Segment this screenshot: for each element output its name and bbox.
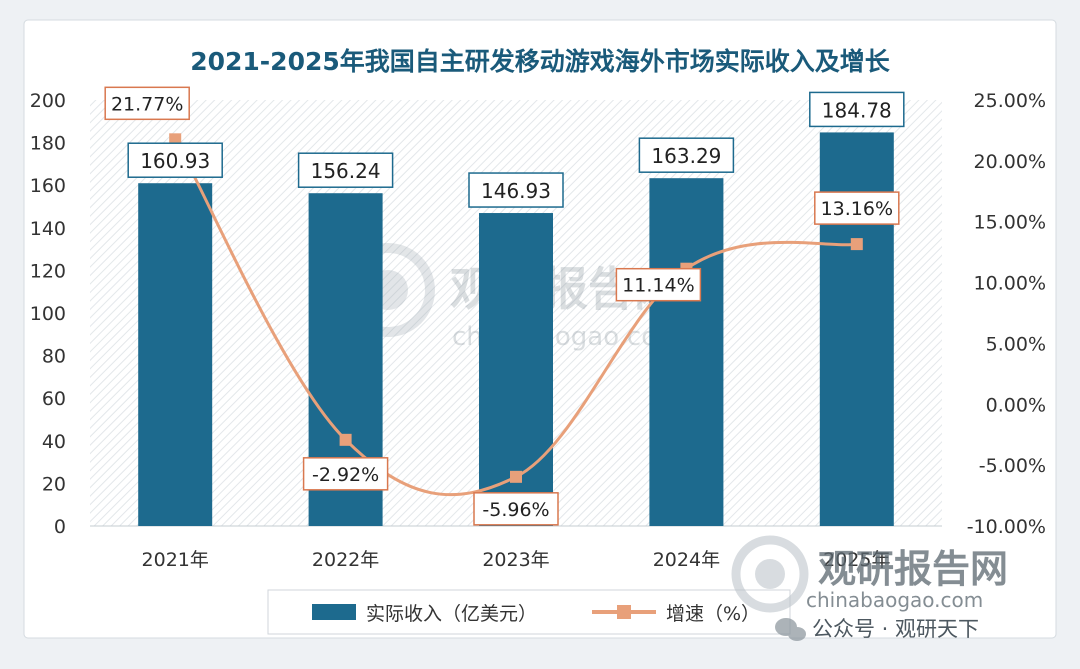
left-tick-label: 140 <box>30 218 66 240</box>
bar-value-label: 184.78 <box>822 98 892 122</box>
right-tick-label: 5.00% <box>986 333 1046 355</box>
chart-title: 2021-2025年我国自主研发移动游戏海外市场实际收入及增长 <box>190 47 891 76</box>
right-tick-label: -5.00% <box>979 455 1046 477</box>
bar-value-label: 146.93 <box>481 179 551 203</box>
growth-value-label: 11.14% <box>622 275 694 297</box>
bar-value-label-box <box>809 91 905 128</box>
growth-value-label-box <box>104 86 190 121</box>
category-label: 2024年 <box>653 549 720 571</box>
right-tick-label: -10.00% <box>967 516 1046 538</box>
legend: 实际收入（亿美元） 增速（%） <box>267 589 791 635</box>
data-labels: 160.93 156.24 146.93 163.29 184.78 21.77% -2.9… <box>104 86 905 526</box>
bar-value-label: 163.29 <box>651 144 721 168</box>
category-label: 2023年 <box>482 549 549 571</box>
growth-value-label-box <box>615 267 702 302</box>
growth-point-marker <box>339 433 352 446</box>
growth-value-label: -2.92% <box>312 464 379 486</box>
left-tick-label: 160 <box>30 175 66 197</box>
corner-watermark: 观研报告网 chinabaogao.com 公众号 · 观研天下 <box>731 535 1008 641</box>
bar-value-label: 160.93 <box>140 149 210 173</box>
legend-bar-label: 实际收入（亿美元） <box>366 603 537 625</box>
right-tick-label: 15.00% <box>974 212 1046 234</box>
right-tick-label: 10.00% <box>974 273 1046 295</box>
right-tick-label: 25.00% <box>974 90 1046 112</box>
growth-value-label-box <box>302 457 389 491</box>
growth-line <box>173 138 858 497</box>
left-tick-label: 80 <box>42 346 66 368</box>
growth-value-label-box <box>814 191 900 225</box>
right-axis: -10.00% -5.00% 0.00% 5.00% 10.00% 15.00% 20.00… <box>967 90 1046 538</box>
bar-value-label: 156.24 <box>311 159 381 183</box>
left-tick-label: 60 <box>42 388 66 410</box>
growth-value-label: 13.16% <box>821 198 893 220</box>
left-tick-label: 0 <box>54 516 66 538</box>
growth-value-label: -5.96% <box>482 499 549 521</box>
right-tick-label: 0.00% <box>986 394 1046 416</box>
watermark-corner-cn: 观研报告网 <box>818 547 1008 591</box>
corner-logo-icon <box>731 535 809 613</box>
left-tick-label: 120 <box>30 260 66 282</box>
growth-point-marker <box>510 470 522 483</box>
growth-value-label: 21.77% <box>111 93 183 115</box>
left-axis: 0 20 40 60 80 100 120 140 160 180 200 <box>30 90 66 538</box>
legend-line-label: 增速（%） <box>666 603 760 625</box>
bar-value-label-box <box>127 142 223 178</box>
left-tick-label: 200 <box>30 90 66 112</box>
growth-point-marker <box>169 133 182 146</box>
legend-bar-swatch <box>312 604 356 620</box>
left-tick-label: 40 <box>42 431 66 453</box>
left-tick-label: 20 <box>42 473 66 495</box>
category-label: 2025年 <box>823 549 890 571</box>
wechat-icon <box>775 618 806 641</box>
category-labels: 2021年 2022年 2023年 2024年 2025年 <box>142 549 891 571</box>
bar <box>138 183 213 526</box>
growth-point-marker <box>850 238 863 251</box>
bar-value-label-box <box>638 137 735 173</box>
watermark-corner-url: chinabaogao.com <box>806 588 983 612</box>
left-tick-label: 180 <box>30 133 66 155</box>
bar-value-label-box <box>468 172 564 208</box>
bar <box>649 178 724 526</box>
legend-line-marker <box>617 605 631 619</box>
growth-value-label-box <box>473 492 559 526</box>
category-label: 2022年 <box>312 549 379 571</box>
bar-value-label-box <box>297 152 394 188</box>
right-tick-label: 20.00% <box>974 151 1046 173</box>
footer-account: 公众号 · 观研天下 <box>812 617 979 641</box>
category-label: 2021年 <box>142 549 209 571</box>
left-tick-label: 100 <box>30 303 66 325</box>
